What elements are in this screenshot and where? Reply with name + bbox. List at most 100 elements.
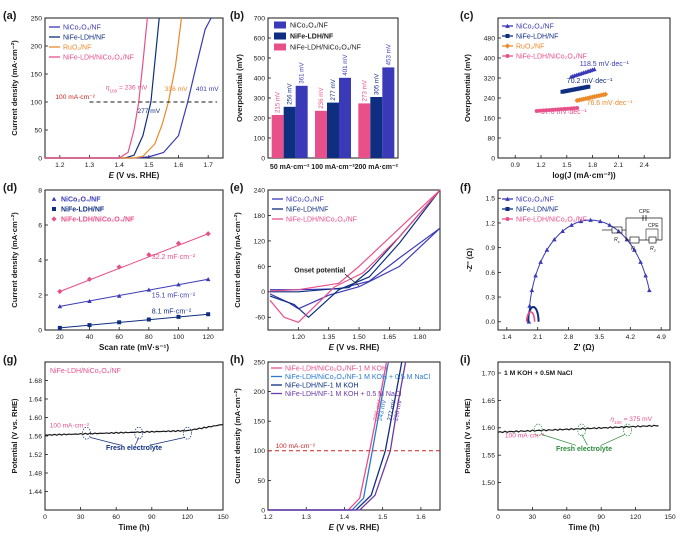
refresh-arrow [601,434,626,446]
axes-frame [497,361,671,511]
legend-label: NiFe-LDH/NF [290,34,334,41]
data-point [117,320,122,325]
y-tick-label: 320 [484,75,496,82]
legend-3-label: NiFe-LDH/NiCo₂O₄/NF [63,55,134,62]
tafel-point [575,106,580,110]
x-tick-label: 0 [496,514,500,521]
series-line-3 [45,17,148,159]
y-tick-label: 300 [254,95,266,102]
fresh-electrolyte-label: Fresh electrolyte [106,445,162,452]
y-tick-label: 1.56 [29,433,42,440]
legend-marker [52,207,56,211]
data-point [175,240,182,246]
y-tick-label: 600 [254,35,266,42]
legend-marker [51,196,57,201]
y-tick-label: 1.65 [482,398,495,405]
bar-label: 256 mV [287,83,294,105]
refresh-marker [82,426,91,440]
x-axis-title: Z' (Ω) [574,343,595,352]
refresh-arrow [134,437,140,446]
x-tick-label: 1.5 [144,162,154,169]
refresh-arrow [541,434,577,446]
y-axis-title: Current density (mA·cm⁻²) [10,40,19,136]
y-tick-label: 0 [38,155,42,162]
y-tick-label: 0 [261,289,265,296]
x-tick-label: 0.9 [510,162,520,169]
rs-symbol: R [614,237,618,243]
legend-swatch [274,32,286,40]
eta-label: 243 mV [377,398,388,421]
y-axis-title: Overpotential (mV) [235,54,244,122]
legend-swatch [274,43,286,51]
data-point [206,312,211,317]
tafel-point [550,107,555,112]
x-tick-label: 1.5 [562,162,572,169]
x-tick-label: 60 [112,514,120,521]
x-axis-unit: (V vs. RHE) [114,171,160,180]
legend-label: NiCo₂O₄/NF [290,23,328,30]
tafel-point [600,92,606,98]
y-axis-title: Overpotential (mV) [463,54,472,122]
rs-sub: s [618,240,620,244]
data-point [57,325,62,330]
legend-1-label: NiFe-LDH/NiCo₂O₄/NF-1 M KOH + 0.5 M NaCl [285,374,430,381]
legend-swatch [274,21,286,29]
bar-label: 236 mV [318,87,325,109]
bar [315,110,327,158]
x-axis-symbol: E [109,171,115,180]
y-tick-label: 0.3 [486,294,496,301]
tafel-point [572,106,577,111]
onset-arrow [344,273,360,287]
y-tick-label: 0.9 [486,245,496,252]
data-point [176,314,181,319]
cv-backward-2 [269,189,441,323]
x-tick-label: 90 [597,514,605,521]
r2-sub: 2 [653,249,656,253]
nyquist-point [552,237,557,242]
nyquist-point [527,303,532,308]
y-tick-label: 1.55 [482,453,495,460]
nyquist-point [533,273,538,278]
legend-1-marker [505,34,510,38]
cdl-nife: 8.1 mF·cm⁻² [152,308,192,315]
x-tick-label: 1.2 [263,514,273,521]
tafel-point [583,95,589,102]
tafel-slope: 118.5 mV·dec⁻¹ [580,61,630,68]
x-tick-label: 1.80 [413,334,426,341]
fit-line [59,278,209,307]
data-point [205,276,211,282]
y-tick-label: 1.60 [29,415,42,422]
legend-1-marker [505,207,510,211]
bar-label: 273 mV [361,79,368,101]
panel-label: (b) [230,10,244,22]
x-tick-label: 120 [182,514,194,521]
y-tick-label: 1.5 [486,196,496,203]
y-tick-label: 1.48 [29,470,42,477]
y-tick-label: 150 [31,71,43,78]
y-tick-label: 1.44 [29,489,42,496]
y-tick-label: 0 [38,327,42,334]
eta-subscript: 100 [109,88,117,93]
y-tick-label: 100 [254,448,266,455]
tafel-point [553,107,558,112]
x-tick-label: 1.20 [292,334,305,341]
x-tick-label: 2.4 [639,162,649,169]
panel-label: (i) [460,354,471,366]
y-tick-label: 0 [261,155,265,162]
data-point [57,288,63,295]
refresh-marker [183,426,192,440]
series-label: NiFe-LDH/NiCo₂O₄/NF [50,368,121,375]
y-tick-label: 700 [254,15,266,22]
r2-label: R2 [650,246,656,253]
r2-symbol: R [650,246,654,252]
annotation-nife: 277 mV [137,108,160,115]
tafel-point [592,66,597,72]
bar [382,67,395,158]
y-tick-label: 1.60 [482,425,495,432]
y-tick-label: 200 [254,389,266,396]
refresh-marker [134,426,144,440]
r1-label: R1 [631,246,637,253]
data-point [146,317,151,322]
x-axis-title: Scan rate (mV·s⁻¹) [99,343,169,352]
bar-label: 453 mV [385,43,392,65]
